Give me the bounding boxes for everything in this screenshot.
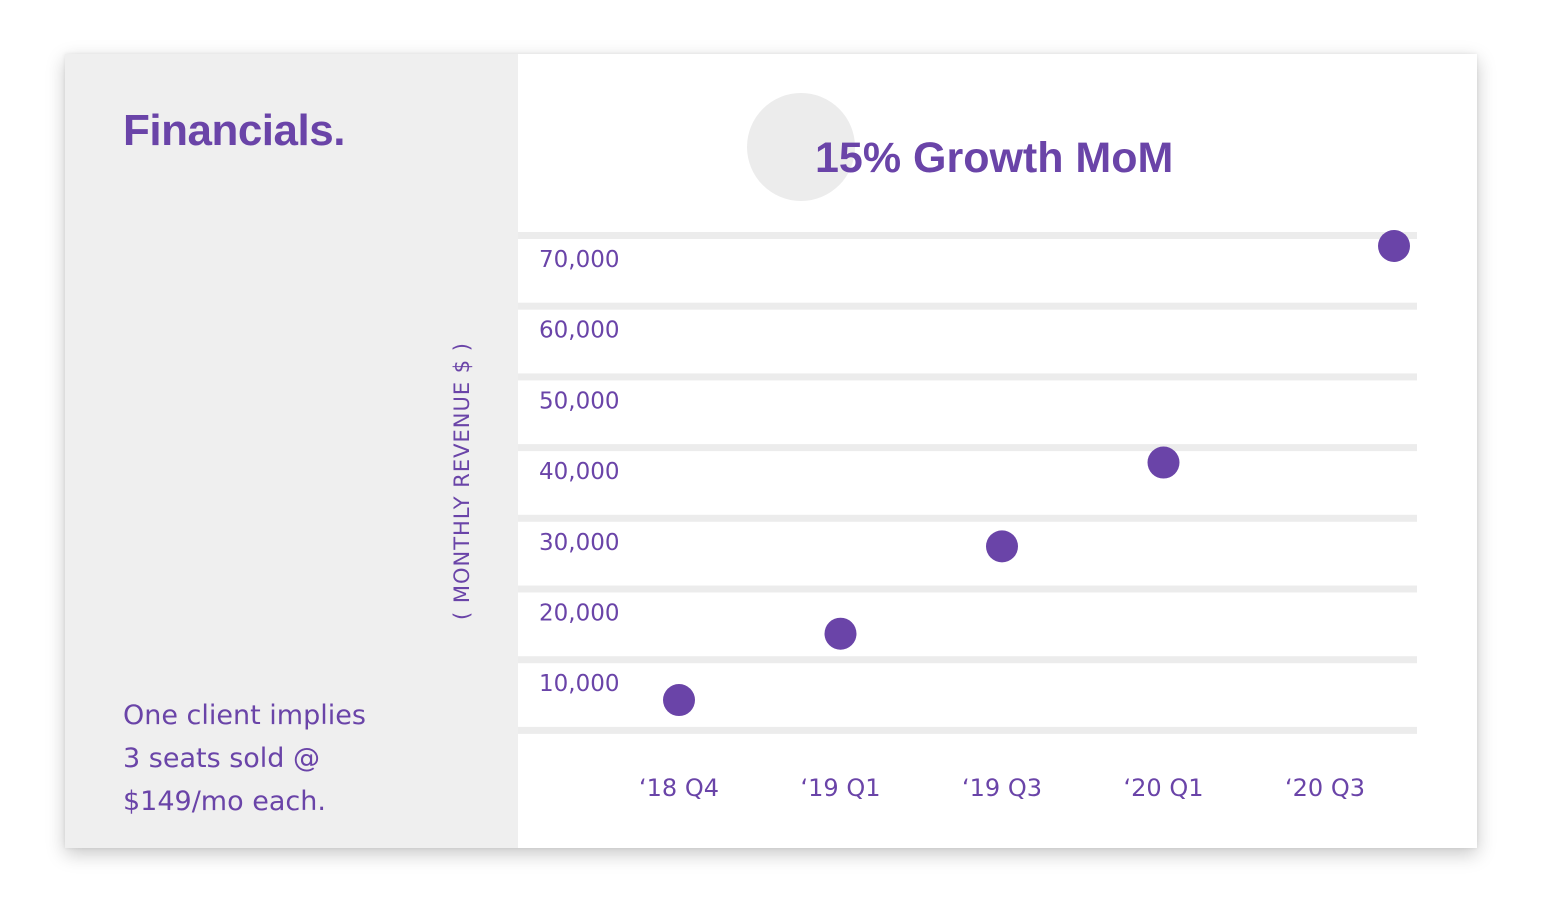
slide-note: One client implies 3 seats sold @ $149/m… xyxy=(123,694,483,823)
grid-band xyxy=(518,585,1417,593)
x-tick-label: ‘20 Q1 xyxy=(1124,774,1204,802)
y-tick-label: 60,000 xyxy=(539,318,619,344)
grid-band xyxy=(518,373,1417,381)
y-tick-label: 10,000 xyxy=(539,671,619,697)
grid-band xyxy=(518,514,1417,522)
grid-band xyxy=(518,232,1417,239)
data-point xyxy=(1378,229,1410,262)
left-panel: Financials. One client implies 3 seats s… xyxy=(65,54,518,848)
y-tick-label: 30,000 xyxy=(539,530,619,556)
data-point xyxy=(663,684,695,717)
grid-band xyxy=(518,726,1417,734)
slide-heading: Financials. xyxy=(123,106,345,155)
data-point xyxy=(824,617,857,650)
y-tick-label: 50,000 xyxy=(539,388,619,414)
note-line-1: One client implies xyxy=(123,700,366,731)
data-point xyxy=(986,530,1018,563)
y-tick-label: 70,000 xyxy=(539,247,619,273)
x-tick-label: ‘18 Q4 xyxy=(639,774,719,802)
note-line-3: $149/mo each. xyxy=(123,786,326,817)
grid-band xyxy=(518,656,1417,664)
note-line-2: 3 seats sold @ xyxy=(123,743,321,774)
data-point xyxy=(1147,446,1180,479)
y-tick-label: 20,000 xyxy=(539,601,619,627)
chart-title: 15% Growth MoM xyxy=(815,134,1174,182)
x-tick-label: ‘19 Q1 xyxy=(801,774,881,802)
grid-band xyxy=(518,444,1417,452)
y-tick-label: 40,000 xyxy=(539,459,619,485)
x-tick-label: ‘20 Q3 xyxy=(1285,774,1365,802)
grid-band xyxy=(518,302,1417,310)
scatter-chart: 70,000 60,000 50,000 40,000 30,000 20,000 10,0… xyxy=(518,229,1417,802)
x-tick-label: ‘19 Q3 xyxy=(962,774,1042,802)
slide: Financials. One client implies 3 seats s… xyxy=(65,54,1477,848)
decorative-circle xyxy=(747,93,855,201)
